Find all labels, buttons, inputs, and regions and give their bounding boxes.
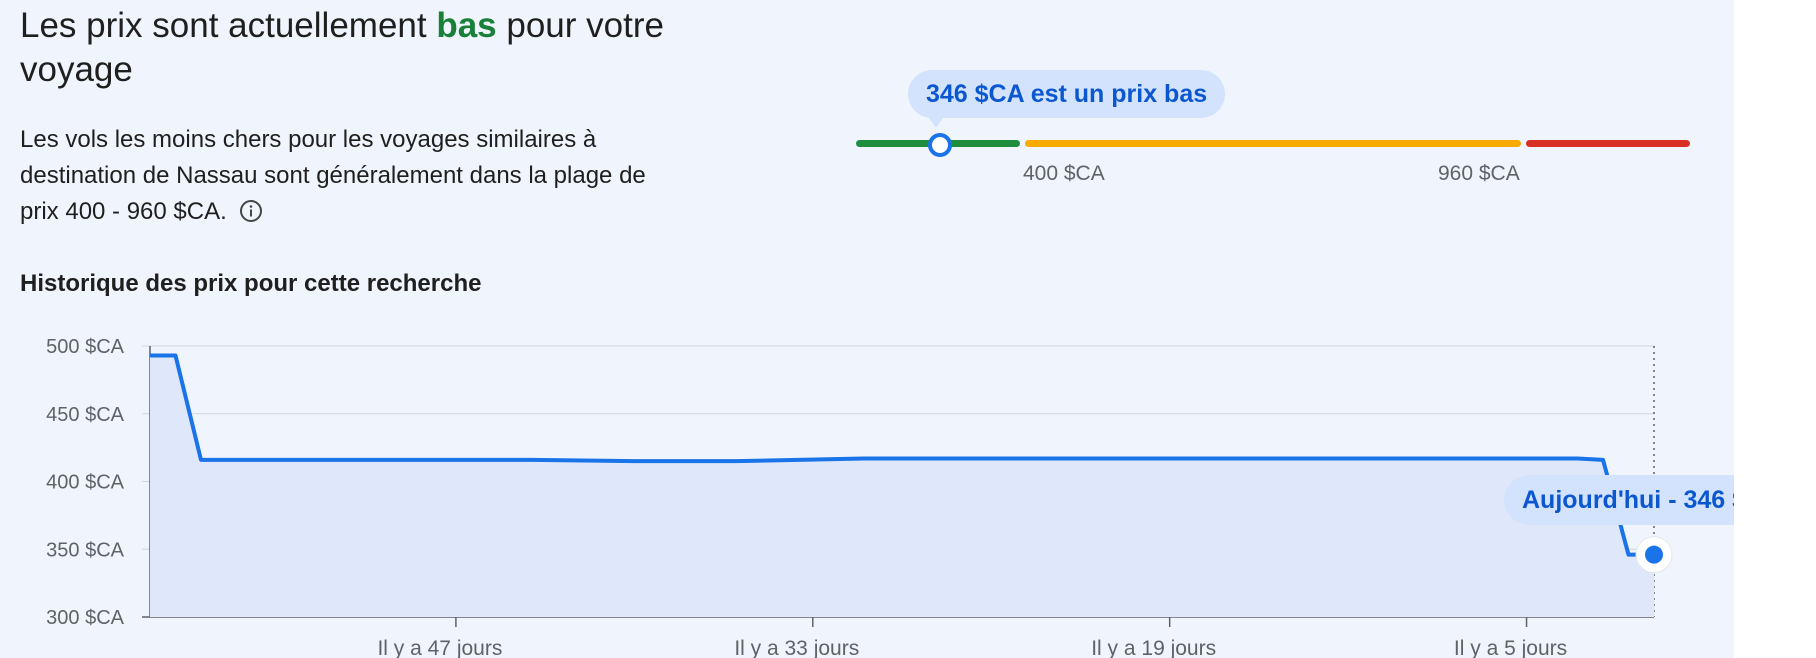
y-tick-label: 500 $CA: [46, 336, 124, 358]
price-insights-panel: Les prix sont actuellement bas pour votr…: [0, 4, 1801, 658]
price-range-description: Les vols les moins chers pour les voyage…: [20, 122, 680, 234]
range-high-label: 960 $CA: [1438, 162, 1520, 185]
range-low-label: 400 $CA: [1023, 162, 1105, 185]
x-tick-label: Il y a 33 jours: [734, 637, 859, 658]
title-text-after: pour votre voyage: [20, 6, 664, 89]
y-tick-label: 450 $CA: [46, 404, 124, 426]
x-tick-label: Il y a 19 jours: [1091, 637, 1216, 658]
y-tick-label: 350 $CA: [46, 539, 124, 561]
today-point: [1645, 545, 1663, 564]
price-line: [150, 353, 1654, 557]
y-tick-label: 400 $CA: [46, 472, 124, 494]
title-text-before: Les prix sont actuellement: [20, 6, 437, 45]
x-tick-label: Il y a 5 jours: [1454, 637, 1567, 658]
right-gutter: [1734, 0, 1816, 658]
price-history-chart[interactable]: 500 $CA 450 $CA 400 $CA 350 $CA 300 $CA Il y …: [0, 320, 1734, 658]
price-history-title: Historique des prix pour cette recherche: [20, 270, 482, 297]
y-tick-label: 300 $CA: [46, 607, 124, 629]
typical-price-range-bar: [1025, 140, 1521, 147]
description-text: Les vols les moins chers pour les voyage…: [20, 126, 646, 225]
current-price-marker: [928, 133, 952, 157]
page-title: Les prix sont actuellement bas pour votr…: [20, 4, 740, 92]
price-area-fill: [150, 355, 1654, 617]
info-icon[interactable]: [239, 198, 263, 234]
current-price-bubble: 346 $CA est un prix bas: [908, 70, 1226, 128]
title-accent-word: bas: [436, 6, 497, 45]
high-price-range-bar: [1526, 140, 1690, 147]
x-tick-label: Il y a 47 jours: [377, 637, 502, 658]
price-history-svg: 500 $CA 450 $CA 400 $CA 350 $CA 300 $CA Il y …: [46, 336, 1673, 658]
